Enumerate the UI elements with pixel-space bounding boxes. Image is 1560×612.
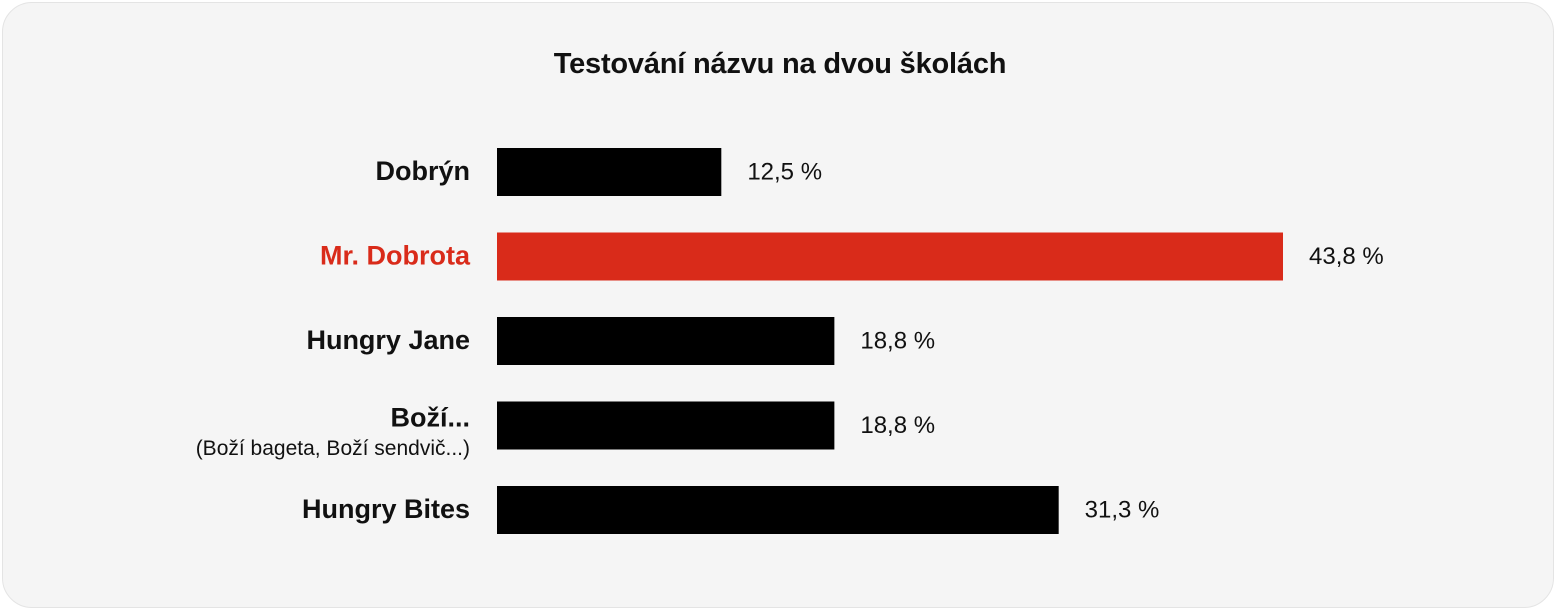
bar-2 xyxy=(497,317,835,365)
value-label: 18,8 % xyxy=(860,412,935,439)
value-label: 43,8 % xyxy=(1309,243,1384,270)
bar-0 xyxy=(497,148,722,196)
category-label: Dobrýn xyxy=(376,156,471,186)
chart-title: Testování názvu na dvou školách xyxy=(553,48,1007,80)
category-label: Hungry Jane xyxy=(306,325,470,355)
category-label: Hungry Bites xyxy=(302,494,470,524)
bar-1 xyxy=(497,232,1283,281)
bar-3 xyxy=(497,401,835,450)
value-label: 12,5 % xyxy=(747,158,822,185)
value-label: 31,3 % xyxy=(1085,496,1160,523)
bar-4 xyxy=(497,486,1059,534)
category-sublabel: (Boží bageta, Boží sendvič...) xyxy=(196,437,470,460)
category-label: Boží... xyxy=(391,403,471,433)
value-label: 18,8 % xyxy=(860,327,935,354)
category-label: Mr. Dobrota xyxy=(320,241,471,271)
